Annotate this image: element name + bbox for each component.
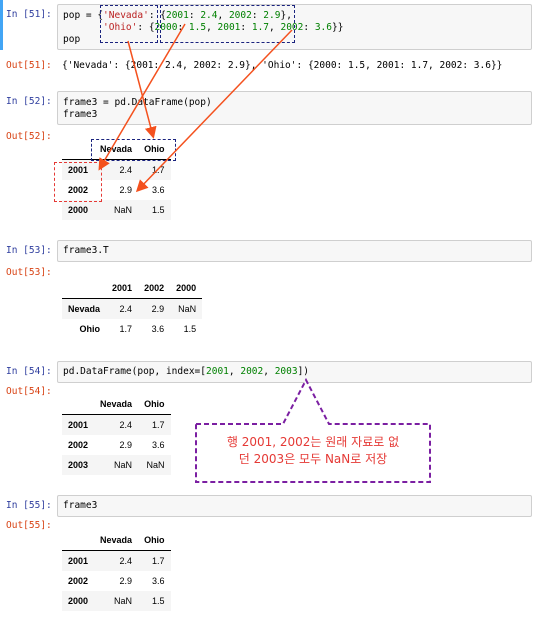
column-header: 2001 <box>106 278 139 299</box>
cell-51-code-line2: 'Ohio': {2000: 1.5, 2001: 1.7, 2002: 3.6… <box>103 22 344 33</box>
cell-55-out-prompt: Out[55]: <box>6 520 52 531</box>
cell-52-out-prompt: Out[52]: <box>6 131 52 142</box>
row-index: 2000 <box>62 591 95 611</box>
column-header: Ohio <box>138 394 171 415</box>
cell-53-in-prompt: In [53]: <box>6 245 52 256</box>
table-row: 2001 2.4 1.7 <box>62 550 171 571</box>
table-cell: 3.6 <box>151 324 165 334</box>
table-cell: 2.4 <box>94 414 139 435</box>
index-header <box>62 394 95 415</box>
index-header <box>62 278 107 299</box>
table-row: 2000 NaN 1.5 <box>62 200 171 220</box>
cell-51-in-prompt: In [51]: <box>6 9 52 20</box>
table-cell: NaN <box>138 455 171 475</box>
table-row: 2002 2.9 3.6 <box>62 180 171 200</box>
column-header: 2000 <box>170 278 203 299</box>
callout-line1: 행 2001, 2002는 원래 자료로 없 <box>226 435 400 449</box>
table-cell: 1.5 <box>138 200 171 220</box>
cell-52-in-prompt: In [52]: <box>6 96 52 107</box>
arrow-dict-to-index <box>98 23 186 171</box>
arrow-dict-to-value <box>135 29 293 193</box>
row-index: 2001 <box>62 550 95 571</box>
cell-53-out-prompt: Out[53]: <box>6 267 52 278</box>
cell-52-input[interactable]: frame3 = pd.DataFrame(pop) frame3 <box>57 91 532 125</box>
table-cell: 1.7 <box>138 550 171 571</box>
row-index: 2002 <box>68 576 89 586</box>
frame3-table-again: Nevada Ohio 2001 2.4 1.7 2002 2.9 3.6 2000 NaN… <box>62 530 171 611</box>
table-cell: 2.9 <box>119 185 133 195</box>
table-cell: 3.6 <box>152 576 165 586</box>
table-cell: 3.6 <box>152 185 165 195</box>
callout-line2: 던 2003은 모두 NaN로 저장 <box>238 452 388 466</box>
row-index: 2000 <box>62 200 95 220</box>
cell-52-code-line2: frame3 <box>63 109 98 120</box>
index-header <box>62 530 95 551</box>
column-header: Nevada <box>94 394 139 415</box>
cell-51-output: {'Nevada': {2001: 2.4, 2002: 2.9}, 'Ohio… <box>62 60 503 71</box>
table-row: 2003 NaN NaN <box>62 455 171 475</box>
column-header: Nevada <box>94 139 139 160</box>
table-row: 2002 2.9 3.6 <box>62 435 171 455</box>
table-cell: 2.4 <box>94 550 139 571</box>
cell-55-in-prompt: In [55]: <box>6 500 52 511</box>
table-row: Nevada 2.4 2.9 NaN <box>62 298 203 319</box>
cell-51-out-prompt: Out[51]: <box>6 60 52 71</box>
frame3-transposed-table: 2001 2002 2000 Nevada 2.4 2.9 NaN Ohio 1.7 3.6 1… <box>62 278 203 339</box>
selected-cell-indicator <box>0 0 3 50</box>
row-index: 2003 <box>62 455 95 475</box>
column-header: Nevada <box>94 530 139 551</box>
table-cell: 1.5 <box>183 324 197 334</box>
table-row: Ohio 1.7 3.6 1.5 <box>62 319 202 339</box>
row-index: 2002 <box>68 185 89 195</box>
row-index: Nevada <box>62 298 107 319</box>
table-cell: 1.7 <box>138 414 171 435</box>
cell-53-code: frame3.T <box>63 245 109 256</box>
callout-text: 행 2001, 2002는 원래 자료로 없 던 2003은 모두 NaN로 저… <box>198 434 428 468</box>
table-cell: 2.9 <box>119 576 133 586</box>
cell-54-in-prompt: In [54]: <box>6 366 52 377</box>
table-row: 2002 2.9 3.6 <box>62 571 171 591</box>
row-index: 2002 <box>68 440 89 450</box>
row-index: 2001 <box>62 159 95 180</box>
arrow-nevada-to-column <box>127 40 157 139</box>
cell-53-input[interactable]: frame3.T <box>57 240 532 262</box>
table-cell: 1.7 <box>119 324 133 334</box>
table-cell: 2.9 <box>119 440 133 450</box>
cell-54-input[interactable]: pd.DataFrame(pop, index=[2001, 2002, 200… <box>57 361 532 383</box>
cell-54-code: pd.DataFrame(pop, index=[2001, 2002, 200… <box>63 366 310 377</box>
table-row: 2000 NaN 1.5 <box>62 591 171 611</box>
table-cell: NaN <box>94 200 139 220</box>
column-header: 2002 <box>138 278 171 299</box>
cell-55-code: frame3 <box>63 500 98 511</box>
table-cell: 1.5 <box>138 591 171 611</box>
row-index: Ohio <box>79 324 101 334</box>
table-cell: NaN <box>170 298 203 319</box>
table-cell: 2.4 <box>106 298 139 319</box>
table-cell: 3.6 <box>152 440 165 450</box>
row-index: 2001 <box>62 414 95 435</box>
table-cell: NaN <box>94 591 139 611</box>
nevada-dict-highlight-box <box>160 5 295 43</box>
cell-52-code-line1: frame3 = pd.DataFrame(pop) <box>63 97 212 108</box>
column-header: Ohio <box>138 139 171 160</box>
cell-51-code-line3: pop <box>63 34 81 45</box>
column-header: Ohio <box>138 530 171 551</box>
index-header <box>62 139 95 160</box>
table-cell: NaN <box>94 455 139 475</box>
table-cell: 2.9 <box>138 298 171 319</box>
cell-54-out-prompt: Out[54]: <box>6 386 52 397</box>
cell-55-input[interactable]: frame3 <box>57 495 532 517</box>
index-highlight-box <box>54 162 102 202</box>
table-row: 2001 2.4 1.7 <box>62 414 171 435</box>
reindexed-table: Nevada Ohio 2001 2.4 1.7 2002 2.9 3.6 2003 NaN… <box>62 394 171 475</box>
